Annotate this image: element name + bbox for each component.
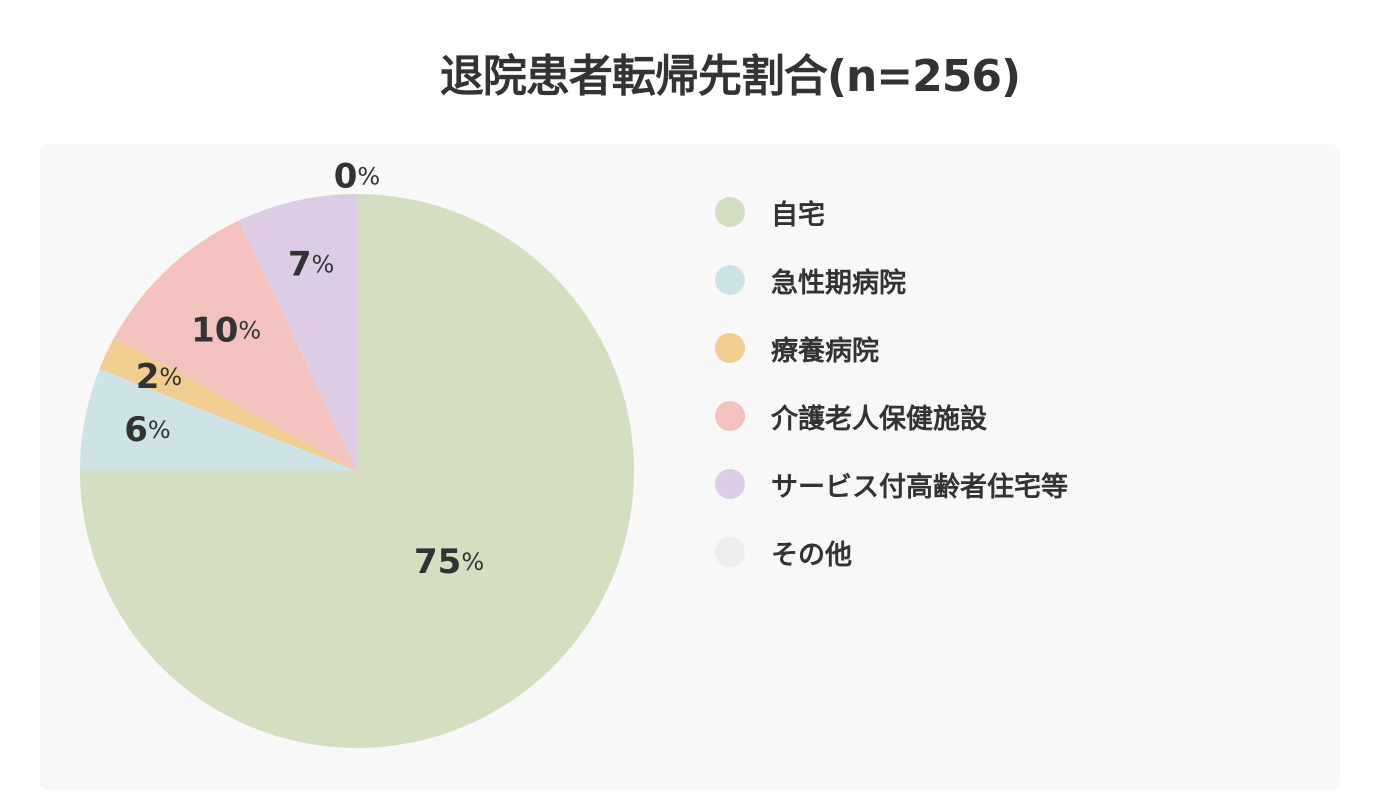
pie-slice (99, 337, 358, 471)
chart-title: 退院患者転帰先割合(n=256) (439, 51, 1021, 102)
pie-slice (114, 220, 357, 471)
pie-slice (239, 194, 357, 471)
legend-swatch (715, 265, 745, 295)
pie-slice (80, 369, 357, 471)
pie-labels: 75% 6% 2%10% 7% 0% (124, 156, 484, 582)
pie-slices (80, 194, 634, 748)
legend-label: その他 (771, 539, 852, 571)
legend-swatch (715, 401, 745, 431)
legend-item: 介護老人保健施設 (715, 399, 1068, 435)
legend-item: サービス付高齢者住宅等 (715, 467, 1068, 503)
slice-percent-label: 0% (334, 156, 380, 196)
slice-percent-label: 75% (414, 542, 484, 582)
legend-item: 自宅 (715, 195, 1068, 231)
legend-label: 自宅 (771, 199, 825, 231)
legend-label: 療養病院 (771, 335, 879, 367)
slice-percent-label: 6% (124, 410, 170, 450)
slice-percent-label: 2% (136, 356, 182, 396)
legend-swatch (715, 197, 745, 227)
legend-swatch (715, 333, 745, 363)
legend-swatch (715, 469, 745, 499)
legend-item: 急性期病院 (715, 263, 1068, 299)
slice-percent-label: 10% (191, 310, 261, 350)
legend-swatch (715, 537, 745, 567)
legend-item: 療養病院 (715, 331, 1068, 367)
legend-item: その他 (715, 535, 1068, 571)
legend-label: サービス付高齢者住宅等 (771, 471, 1068, 503)
legend-label: 介護老人保健施設 (771, 403, 987, 435)
chart-legend: 自宅急性期病院療養病院介護老人保健施設サービス付高齢者住宅等 その他 (715, 195, 1068, 603)
legend-label: 急性期病院 (771, 267, 906, 299)
slice-percent-label: 7% (288, 244, 334, 284)
